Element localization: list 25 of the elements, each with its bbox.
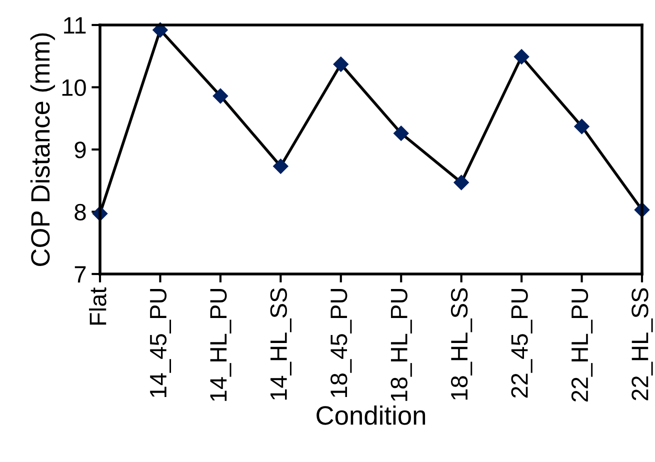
x-tick-label: 14_HL_PU xyxy=(210,289,232,401)
y-tick-label: 8 xyxy=(74,204,86,221)
y-axis-title: COP Distance (mm) xyxy=(30,33,55,266)
point xyxy=(394,126,409,141)
x-tick-label: 22_HL_SS xyxy=(632,288,653,400)
y-tick-label: 10 xyxy=(62,79,86,96)
x-tick-label: 14_45_PU xyxy=(150,289,172,397)
point xyxy=(574,118,590,134)
x-tick-label: 14_HL_SS xyxy=(270,288,292,400)
y-tick-label: 11 xyxy=(64,17,86,34)
y-tick-label: 9 xyxy=(74,142,86,158)
x-tick-label: Flat xyxy=(88,287,106,325)
point xyxy=(514,49,530,64)
point xyxy=(273,158,288,174)
x-tick-label: 18_HL_PU xyxy=(390,289,412,401)
point xyxy=(152,22,168,38)
x-tick-label: 18_HL_SS xyxy=(450,288,472,400)
x-tick-label: 22_HL_PU xyxy=(571,289,593,402)
x-tick-label: 22_45_PU xyxy=(511,289,532,398)
y-tick-label: 7 xyxy=(74,266,86,283)
point xyxy=(212,88,228,104)
point xyxy=(333,56,348,72)
x-axis-title: Condition xyxy=(316,405,426,425)
x-tick-label: 18_45_PU xyxy=(330,289,352,397)
point xyxy=(454,174,469,190)
